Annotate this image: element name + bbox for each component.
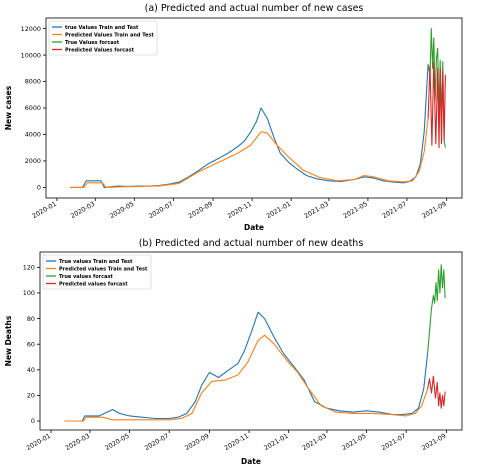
y-tick-label: 20 bbox=[27, 392, 35, 400]
legend-label: Predicted values forcast bbox=[59, 281, 128, 287]
x-tick-label: 2020-03 bbox=[69, 200, 96, 220]
new-deaths-chart: (b) Predicted and actual number of new d… bbox=[4, 238, 463, 466]
y-tick-label: 120 bbox=[23, 264, 35, 272]
x-tick-label: 2021-03 bbox=[301, 432, 328, 452]
x-tick-label: 2021-09 bbox=[420, 432, 447, 452]
legend-label: true Values Train and Test bbox=[65, 25, 139, 31]
x-tick-label: 2020-11 bbox=[226, 200, 253, 220]
y-tick-label: 0 bbox=[37, 184, 41, 192]
y-tick-label: 10000 bbox=[21, 51, 41, 59]
y-axis-label: New cases bbox=[4, 85, 13, 130]
series-line-4 bbox=[427, 61, 446, 149]
x-tick-label: 2020-07 bbox=[147, 200, 174, 220]
y-tick-label: 2000 bbox=[25, 157, 41, 165]
y-axis-label: New Deaths bbox=[4, 315, 13, 366]
legend-label: Predicted values Train and Test bbox=[59, 266, 148, 272]
legend-box bbox=[48, 20, 158, 56]
plot-area-frame bbox=[39, 251, 463, 431]
x-tick-label: 2020-05 bbox=[108, 200, 135, 220]
legend-box bbox=[42, 254, 152, 290]
x-tick-label: 2020-09 bbox=[183, 432, 210, 452]
legend-label: Predicted Values Train and Test bbox=[65, 32, 154, 38]
series-line-3 bbox=[427, 264, 446, 354]
x-tick-label: 2020-01 bbox=[31, 200, 58, 220]
x-axis-label: Date bbox=[244, 223, 264, 232]
y-tick-label: 8000 bbox=[25, 78, 41, 86]
y-tick-label: 60 bbox=[27, 340, 35, 348]
x-tick-label: 2021-07 bbox=[380, 432, 407, 452]
x-tick-label: 2021-07 bbox=[381, 200, 408, 220]
series-line-2 bbox=[70, 118, 429, 188]
series-line-4 bbox=[427, 375, 446, 409]
y-tick-label: 80 bbox=[27, 315, 35, 323]
x-tick-label: 2021-01 bbox=[263, 432, 290, 452]
x-tick-label: 2020-05 bbox=[103, 432, 130, 452]
x-tick-label: 2020-11 bbox=[223, 432, 250, 452]
x-tick-label: 2020-03 bbox=[64, 432, 91, 452]
x-tick-label: 2021-05 bbox=[340, 432, 367, 452]
y-tick-label: 6000 bbox=[25, 104, 41, 112]
x-axis-label: Date bbox=[241, 457, 261, 466]
y-tick-label: 0 bbox=[31, 417, 35, 425]
chart-title: (b) Predicted and actual number of new d… bbox=[139, 238, 364, 249]
chart-title: (a) Predicted and actual number of new c… bbox=[145, 3, 364, 14]
x-tick-label: 2021-03 bbox=[303, 200, 330, 220]
new-cases-chart: (a) Predicted and actual number of new c… bbox=[4, 3, 463, 232]
x-tick-label: 2021-01 bbox=[265, 200, 292, 220]
y-tick-label: 40 bbox=[27, 366, 35, 374]
legend-label: Predicted Values forcast bbox=[65, 47, 135, 53]
y-tick-label: 12000 bbox=[21, 25, 41, 33]
series-line-1 bbox=[70, 64, 429, 188]
legend-label: True values forcast bbox=[59, 274, 113, 280]
x-tick-label: 2020-01 bbox=[25, 432, 52, 452]
legend-label: True Values forcast bbox=[65, 40, 120, 46]
series-line-2 bbox=[64, 334, 429, 422]
x-tick-label: 2021-09 bbox=[421, 200, 448, 220]
x-tick-label: 2021-05 bbox=[342, 200, 369, 220]
y-tick-label: 100 bbox=[23, 289, 35, 297]
y-tick-label: 4000 bbox=[25, 131, 41, 139]
legend-label: True values Train and Test bbox=[59, 259, 133, 265]
series-line-1 bbox=[64, 311, 429, 422]
x-tick-label: 2020-09 bbox=[187, 200, 214, 220]
x-tick-label: 2020-07 bbox=[143, 432, 170, 452]
